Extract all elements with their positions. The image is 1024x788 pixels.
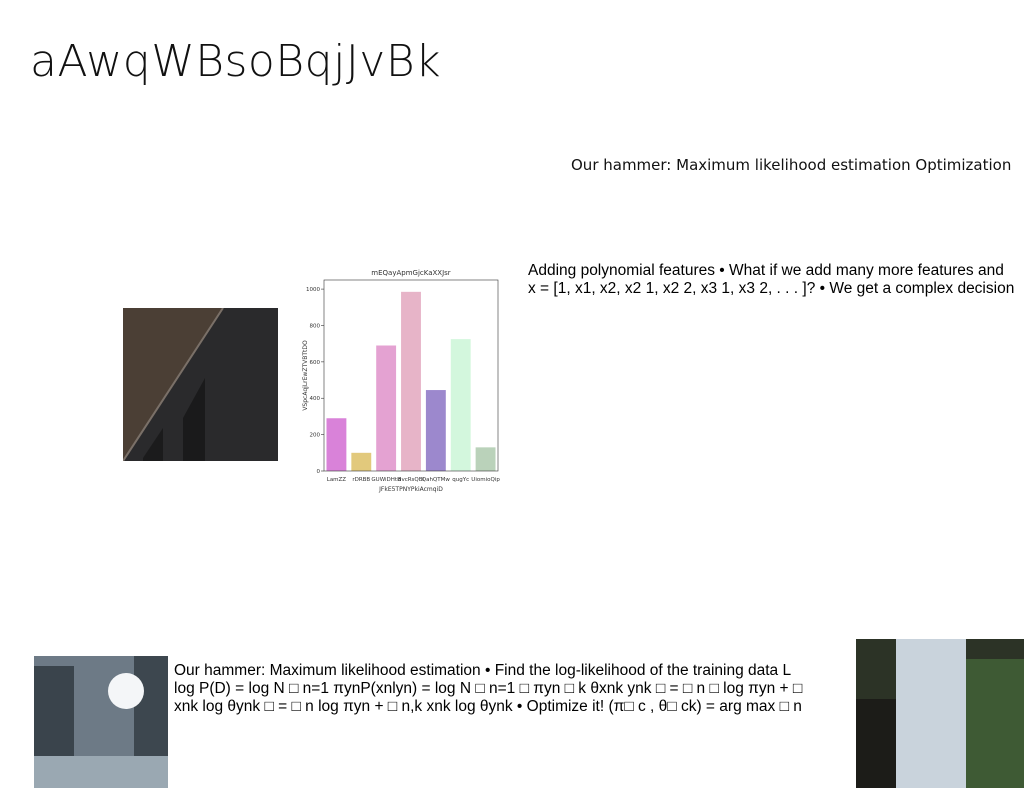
bar (401, 291, 421, 471)
bar (425, 390, 446, 471)
slide-title: aAwqWBsoBqjJvBk (30, 36, 442, 87)
x-tick-label: LamZZ (327, 477, 347, 483)
y-tick-label: 600 (310, 360, 321, 366)
text-line: log P(D) = log N □ n=1 πynP(xnlyn) = log… (174, 680, 803, 697)
x-tick-label: UiomioQip (471, 477, 500, 483)
street-photo (856, 639, 1024, 788)
y-tick-label: 200 (310, 433, 321, 439)
bar (376, 345, 397, 471)
text-block: Adding polynomial features • What if we … (528, 262, 1024, 298)
plot-frame (323, 279, 499, 472)
text-line: Our hammer: Maximum likelihood estimatio… (174, 662, 792, 679)
subtitle: Our hammer: Maximum likelihood estimatio… (571, 156, 1012, 174)
bar (475, 447, 496, 471)
x-tick-label: dvcRsQBl (398, 477, 425, 483)
y-tick-label: 0 (317, 469, 321, 475)
city-photo (34, 656, 168, 788)
text-line: xnk log θynk □ = □ n log πyn + □ n,k xnk… (174, 698, 802, 715)
y-axis-label: VSpcAqjLrEwZTVBTtDO (302, 340, 309, 411)
y-tick-label: 1000 (306, 287, 320, 293)
bar (326, 418, 347, 471)
x-tick-label: GUWiDHtB (371, 477, 401, 483)
text-block: Our hammer: Maximum likelihood estimatio… (174, 662, 854, 716)
x-tick-label: qugYc (452, 477, 469, 483)
chart-title: mEQayApmGjcKaXXJsr (371, 269, 451, 277)
y-tick-label: 400 (310, 396, 321, 402)
x-axis-label: JFkE5TPNYPkiAcmqiD (378, 486, 443, 493)
x-tick-label: rDRBB (352, 477, 370, 483)
text-line: Adding polynomial features • What if we … (528, 262, 1004, 279)
bar-chart: mEQayApmGjcKaXXJsr JFkE5TPNYPkiAcmqiD VSpc… (302, 269, 500, 493)
building-photo (123, 308, 278, 461)
y-tick-label: 800 (310, 323, 321, 329)
text-line: x = [1, x1, x2, x2 1, x2 2, x3 1, x3 2, … (528, 280, 1015, 297)
bar (450, 339, 471, 471)
bar (351, 452, 372, 471)
x-tick-label: QahQTMw (422, 477, 451, 483)
